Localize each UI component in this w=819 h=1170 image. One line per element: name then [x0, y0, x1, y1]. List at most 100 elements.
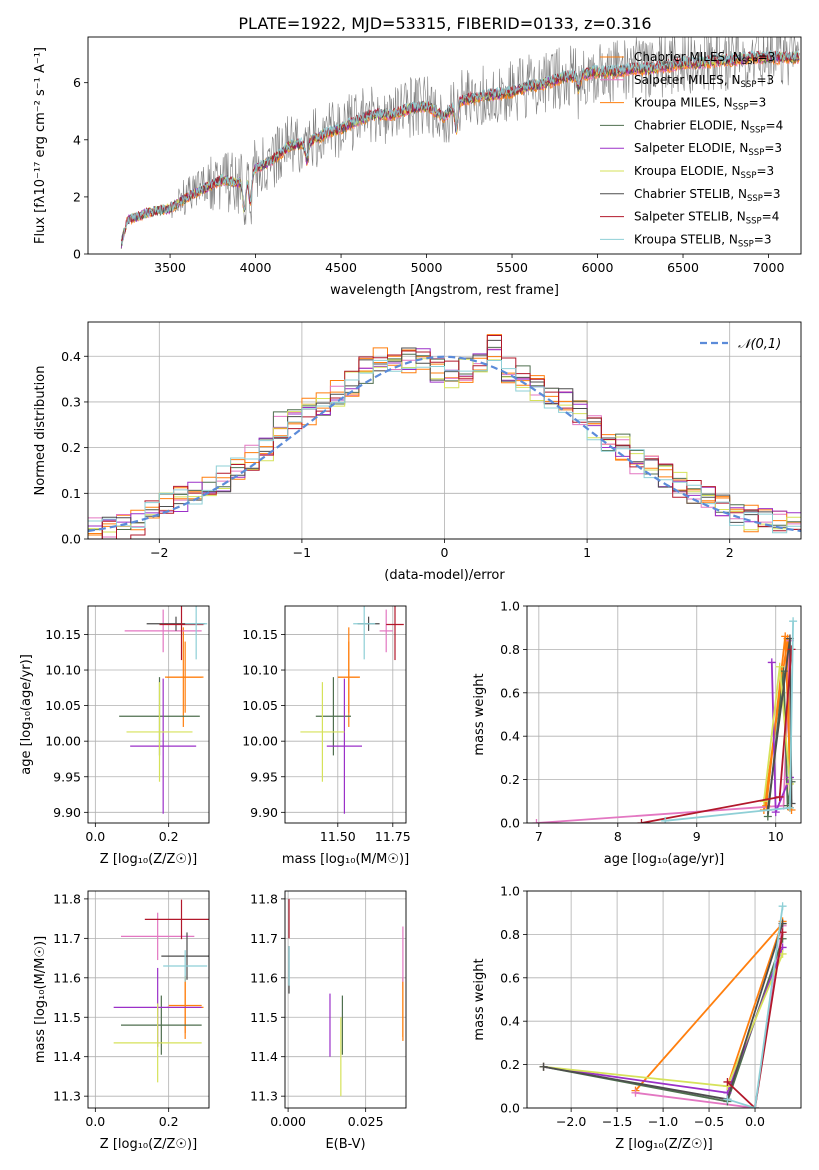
- legend-entry: Salpeter MILES, NSSP=3: [634, 73, 774, 90]
- x-tick-label: 0.000: [270, 1114, 306, 1129]
- axes-frame: [526, 605, 802, 824]
- y-tick-label: 0.4: [500, 1014, 520, 1029]
- x-tick-label: 5500: [496, 260, 528, 275]
- y-tick-label: 0.2: [61, 440, 81, 455]
- x-tick-label: 0.025: [348, 1114, 384, 1129]
- errorbar-point: [185, 606, 208, 660]
- y-tick-label: 0.0: [500, 816, 520, 831]
- plot-area: [532, 617, 798, 823]
- y-tick-label: 0.6: [500, 685, 520, 700]
- axes-frame: [87, 605, 210, 824]
- legend-entry: Chabrier STELIB, NSSP=3: [634, 187, 781, 204]
- y-tick-label: 2: [73, 189, 81, 204]
- errorbar-point: [326, 678, 362, 814]
- weight-marker: [751, 1104, 760, 1108]
- y-tick-label: 11.7: [250, 931, 278, 946]
- legend-entry: Kroupa ELODIE, NSSP=3: [634, 164, 774, 181]
- x-axis-label: E(B-V): [325, 1137, 365, 1152]
- panel-mass-vs-ebv: 0.000 0.025 11.3 11.4 11.5 11.6 11.7 11.8 E(B-V): [250, 890, 407, 1152]
- errorbar-point: [315, 677, 351, 756]
- y-tick-label: 9.90: [250, 805, 278, 820]
- legend-entry: Kroupa STELIB, NSSP=3: [634, 232, 772, 249]
- x-tick-label: 0.0: [85, 829, 105, 844]
- x-tick-label: 10: [768, 829, 784, 844]
- y-tick-label: 10.00: [242, 734, 278, 749]
- y-tick-label: 11.5: [250, 1010, 278, 1025]
- x-tick-label: −0.5: [694, 1114, 724, 1129]
- x-tick-label: 2: [726, 545, 734, 560]
- errorbar-point: [168, 977, 202, 1034]
- x-tick-label: 3500: [154, 260, 186, 275]
- errorbar-point: [300, 682, 345, 782]
- plot-area: [113, 899, 209, 1083]
- plot-area: [119, 606, 208, 814]
- plot-area: [300, 606, 404, 814]
- residual-histogram: [88, 335, 801, 539]
- weight-line: [726, 921, 784, 1087]
- x-tick-label: 11.50: [320, 829, 356, 844]
- x-tick-label: 11.75: [375, 829, 411, 844]
- x-axis-label: Z [log₁₀(Z/Z☉)]: [100, 1137, 197, 1152]
- y-tick-label: 11.8: [53, 891, 81, 906]
- axes-frame: [284, 605, 407, 824]
- y-tick-label: 10.10: [242, 663, 278, 678]
- axes-frame: [87, 890, 210, 1109]
- x-tick-label: 4000: [240, 260, 272, 275]
- weight-marker: [778, 902, 787, 911]
- x-tick-label: 0.2: [159, 829, 179, 844]
- weight-marker: [637, 819, 646, 823]
- x-tick-label: 0.0: [745, 1114, 765, 1129]
- y-tick-label: 1.0: [500, 884, 520, 899]
- residual-histogram: [88, 359, 801, 534]
- y-axis-label: age [log₁₀(age/yr)]: [19, 654, 34, 775]
- plot-layer: 3500 4000 4500 5000 5500 6000 6500 7000 0 2 4 6 wave…: [19, 36, 802, 1152]
- errorbar-point: [144, 899, 209, 940]
- y-tick-label: 10.05: [242, 698, 278, 713]
- y-tick-label: 0.3: [61, 394, 81, 409]
- x-axis-label: Z [log₁₀(Z/Z☉)]: [615, 1137, 712, 1152]
- errorbar-point: [163, 950, 208, 982]
- weight-marker: [532, 819, 541, 823]
- panel-age-vs-Z: 0.0 0.2 9.90 9.95 10.00 10.05 10.10 10.15 Z [log…: [19, 605, 210, 867]
- x-axis-label: (data-model)/error: [384, 568, 505, 583]
- y-tick-label: 10.05: [45, 698, 81, 713]
- y-tick-label: 11.6: [250, 970, 278, 985]
- weight-marker: [723, 1095, 732, 1104]
- weight-marker: [785, 803, 794, 812]
- x-axis-label: wavelength [Angstrom, rest frame]: [330, 283, 559, 298]
- plot-area: [88, 334, 801, 539]
- legend-entry: Chabrier MILES, NSSP=3: [634, 50, 775, 67]
- x-tick-label: −2.0: [556, 1114, 586, 1129]
- errorbar-point: [113, 1003, 202, 1083]
- y-tick-label: 11.8: [250, 891, 278, 906]
- residual-histogram: [88, 358, 801, 533]
- x-tick-label: −2: [150, 545, 168, 560]
- weight-marker: [539, 1062, 548, 1071]
- y-tick-label: 9.90: [53, 805, 81, 820]
- axes-frame: [87, 36, 802, 255]
- errorbar-point: [379, 609, 393, 653]
- y-tick-label: 11.3: [250, 1089, 278, 1104]
- y-tick-label: 10.00: [45, 734, 81, 749]
- weight-marker: [723, 1077, 732, 1086]
- weight-marker: [661, 816, 670, 823]
- errorbar-point: [161, 932, 209, 980]
- errorbar-point: [337, 641, 360, 713]
- x-tick-label: 7: [535, 829, 543, 844]
- x-tick-label: −1.0: [648, 1114, 678, 1129]
- x-tick-label: 5000: [411, 260, 443, 275]
- x-tick-label: 4500: [325, 260, 357, 275]
- errorbar-point: [126, 682, 193, 782]
- y-axis-label: mass [log₁₀(M/M☉)]: [33, 936, 48, 1063]
- y-tick-label: 0: [73, 247, 81, 262]
- y-tick-label: 0.4: [61, 349, 81, 364]
- plot-area: [539, 902, 787, 1108]
- y-tick-label: 0.0: [61, 532, 81, 547]
- panel-weights-vs-Z: −2.0 −1.5 −1.0 −0.5 0.0 0.0 0.2 0.4 0.6 0.8 1.0 Z […: [472, 884, 802, 1152]
- y-tick-label: 0.8: [500, 642, 520, 657]
- weight-marker: [631, 1088, 640, 1097]
- figure-title: PLATE=1922, MJD=53315, FIBERID=0133, z=0…: [238, 14, 651, 33]
- y-tick-label: 0.6: [500, 970, 520, 985]
- y-tick-label: 9.95: [250, 769, 278, 784]
